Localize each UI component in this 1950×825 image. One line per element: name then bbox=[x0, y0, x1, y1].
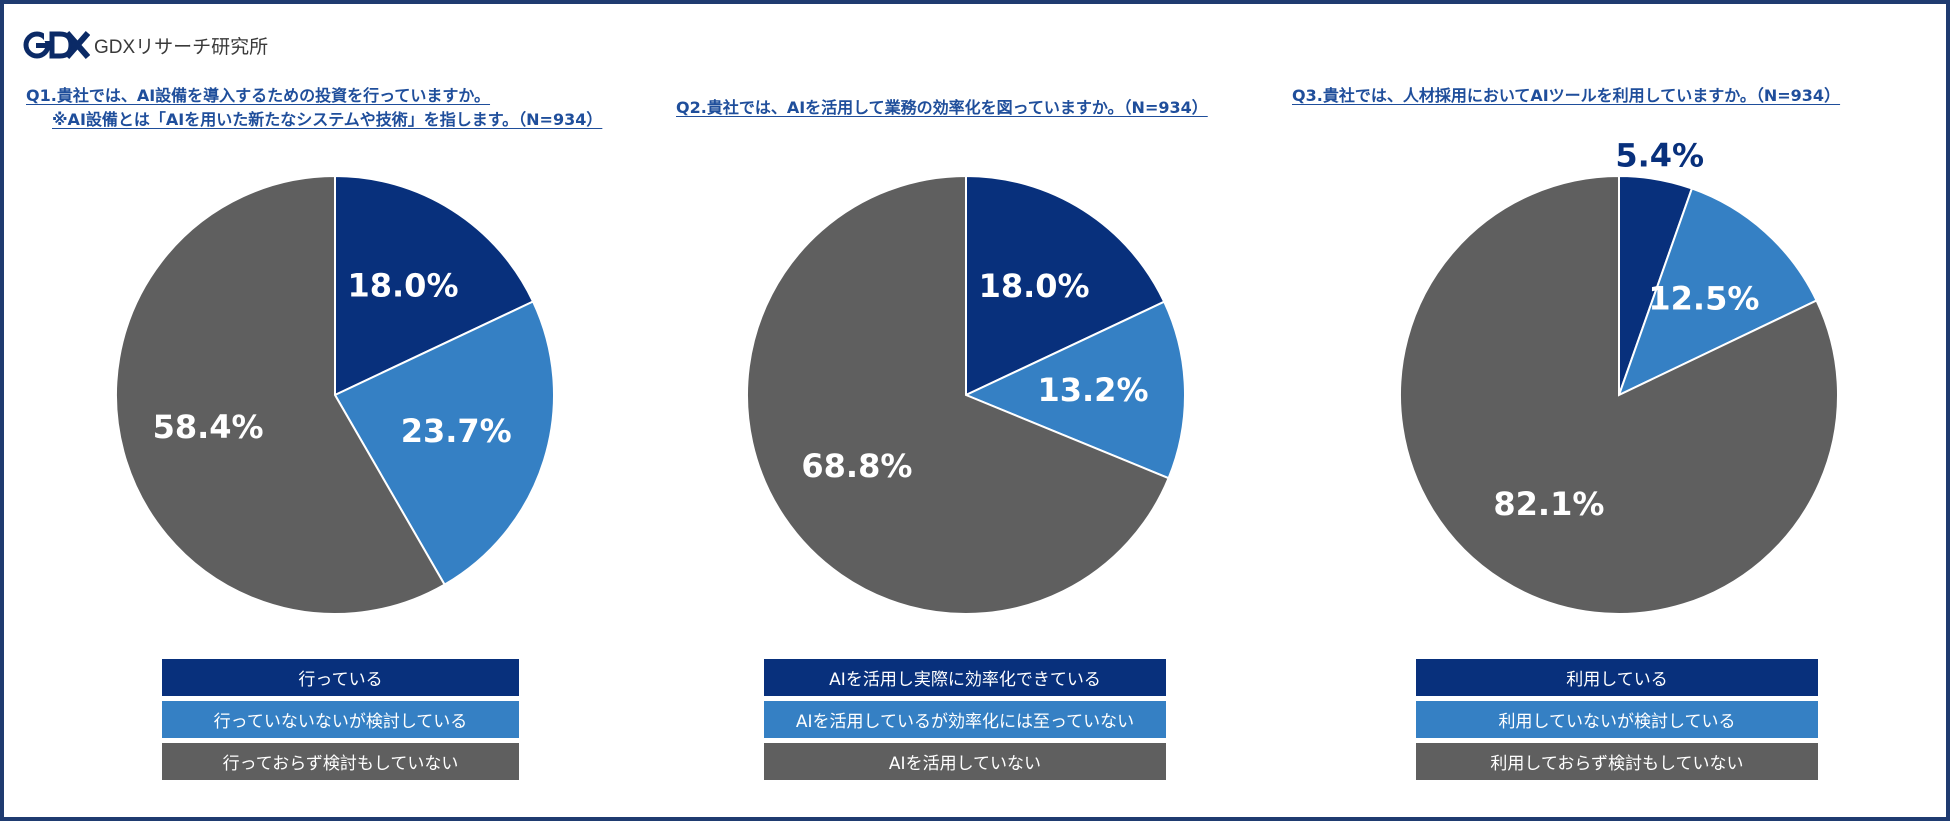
legend-label: 利用している bbox=[1566, 670, 1668, 690]
legend-item-mid-blue: 利用していないが検討している bbox=[1416, 701, 1818, 738]
legend-item-dark-blue: 利用している bbox=[1416, 659, 1818, 696]
question-title-line: ※AI設備とは「AIを用いた新たなシステムや技術」を指します。（N=934） bbox=[52, 110, 603, 129]
legend-label: 行っている bbox=[298, 670, 383, 690]
brand: GDXリサーチ研究所 bbox=[22, 29, 268, 61]
legend-item-gray: AIを活用していない bbox=[764, 743, 1166, 780]
question-title: Q1.貴社では、AI設備を導入するための投資を行っていますか。 ※AI設備とは「… bbox=[26, 84, 602, 132]
pie-data-label: 58.4% bbox=[153, 408, 264, 446]
legend-label: AIを活用しているが効率化には至っていない bbox=[795, 712, 1135, 732]
pie-data-label: 18.0% bbox=[979, 267, 1090, 305]
legend-label: 利用していないが検討している bbox=[1498, 712, 1736, 732]
pie-chart-svg: 18.0% 13.2% 68.8% bbox=[745, 174, 1186, 615]
question-title-line: Q2.貴社では、AIを活用して業務の効率化を図っていますか。（N=934） bbox=[676, 98, 1208, 117]
legend-item-dark-blue: 行っている bbox=[162, 659, 519, 696]
pie-data-label: 68.8% bbox=[801, 447, 912, 485]
pie-slice-gray bbox=[1399, 174, 1840, 615]
pie-data-label: 82.1% bbox=[1493, 485, 1604, 523]
pie-chart-svg: 18.0% 23.7% 58.4% bbox=[115, 174, 555, 615]
pie-data-label: 23.7% bbox=[401, 412, 512, 450]
chart-legend: AIを活用し実際に効率化できている AIを活用しているが効率化には至っていない … bbox=[764, 659, 1166, 785]
legend-item-mid-blue: 行っていないないが検討している bbox=[162, 701, 519, 738]
question-title: Q3.貴社では、人材採用においてAIツールを利用していますか。（N=934） bbox=[1292, 84, 1840, 108]
chart-panel-q2: Q2.貴社では、AIを活用して業務の効率化を図っていますか。（N=934） 18… bbox=[634, 4, 1274, 825]
gdx-logo-icon bbox=[22, 29, 90, 61]
pie-slice-dark-blue bbox=[965, 174, 1166, 397]
legend-label: 行っていないないが検討している bbox=[213, 712, 468, 732]
pie-data-label: 12.5% bbox=[1648, 280, 1759, 318]
pie-slice-mid-blue bbox=[333, 300, 555, 586]
pie-slice-dark-blue bbox=[334, 174, 535, 397]
chart-panel-q3: Q3.貴社では、人材採用においてAIツールを利用していますか。（N=934） 5… bbox=[1249, 4, 1889, 825]
pie-slice-gray bbox=[745, 174, 1170, 615]
pie-slice-gray bbox=[115, 174, 446, 615]
legend-label: AIを活用し実際に効率化できている bbox=[829, 670, 1101, 690]
pie-chart-svg: 5.4% 12.5% 82.1% bbox=[1399, 137, 1840, 615]
pie-data-label: 5.4% bbox=[1615, 137, 1704, 175]
chart-legend: 行っている 行っていないないが検討している 行っておらず検討もしていない bbox=[162, 659, 519, 785]
chart-legend: 利用している 利用していないが検討している 利用しておらず検討もしていない bbox=[1416, 659, 1818, 785]
chart-panel-q1: Q1.貴社では、AI設備を導入するための投資を行っていますか。 ※AI設備とは「… bbox=[4, 4, 644, 825]
pie-data-label: 13.2% bbox=[1037, 371, 1148, 409]
question-title: Q2.貴社では、AIを活用して業務の効率化を図っていますか。（N=934） bbox=[676, 96, 1208, 120]
question-title-line: Q1.貴社では、AI設備を導入するための投資を行っていますか。 bbox=[26, 86, 491, 105]
pie-data-label: 18.0% bbox=[347, 267, 458, 305]
pie-slice-mid-blue bbox=[1617, 187, 1818, 397]
legend-item-dark-blue: AIを活用し実際に効率化できている bbox=[764, 659, 1166, 696]
legend-item-mid-blue: AIを活用しているが効率化には至っていない bbox=[764, 701, 1166, 738]
pie-slice-mid-blue bbox=[963, 300, 1186, 480]
legend-item-gray: 行っておらず検討もしていない bbox=[162, 743, 519, 780]
legend-label: 利用しておらず検討もしていない bbox=[1490, 754, 1744, 774]
brand-name: GDXリサーチ研究所 bbox=[94, 36, 269, 58]
legend-label: 行っておらず検討もしていない bbox=[222, 754, 459, 774]
legend-item-gray: 利用しておらず検討もしていない bbox=[1416, 743, 1818, 780]
question-title-line: Q3.貴社では、人材採用においてAIツールを利用していますか。（N=934） bbox=[1292, 86, 1841, 105]
legend-label: AIを活用していない bbox=[888, 754, 1042, 774]
